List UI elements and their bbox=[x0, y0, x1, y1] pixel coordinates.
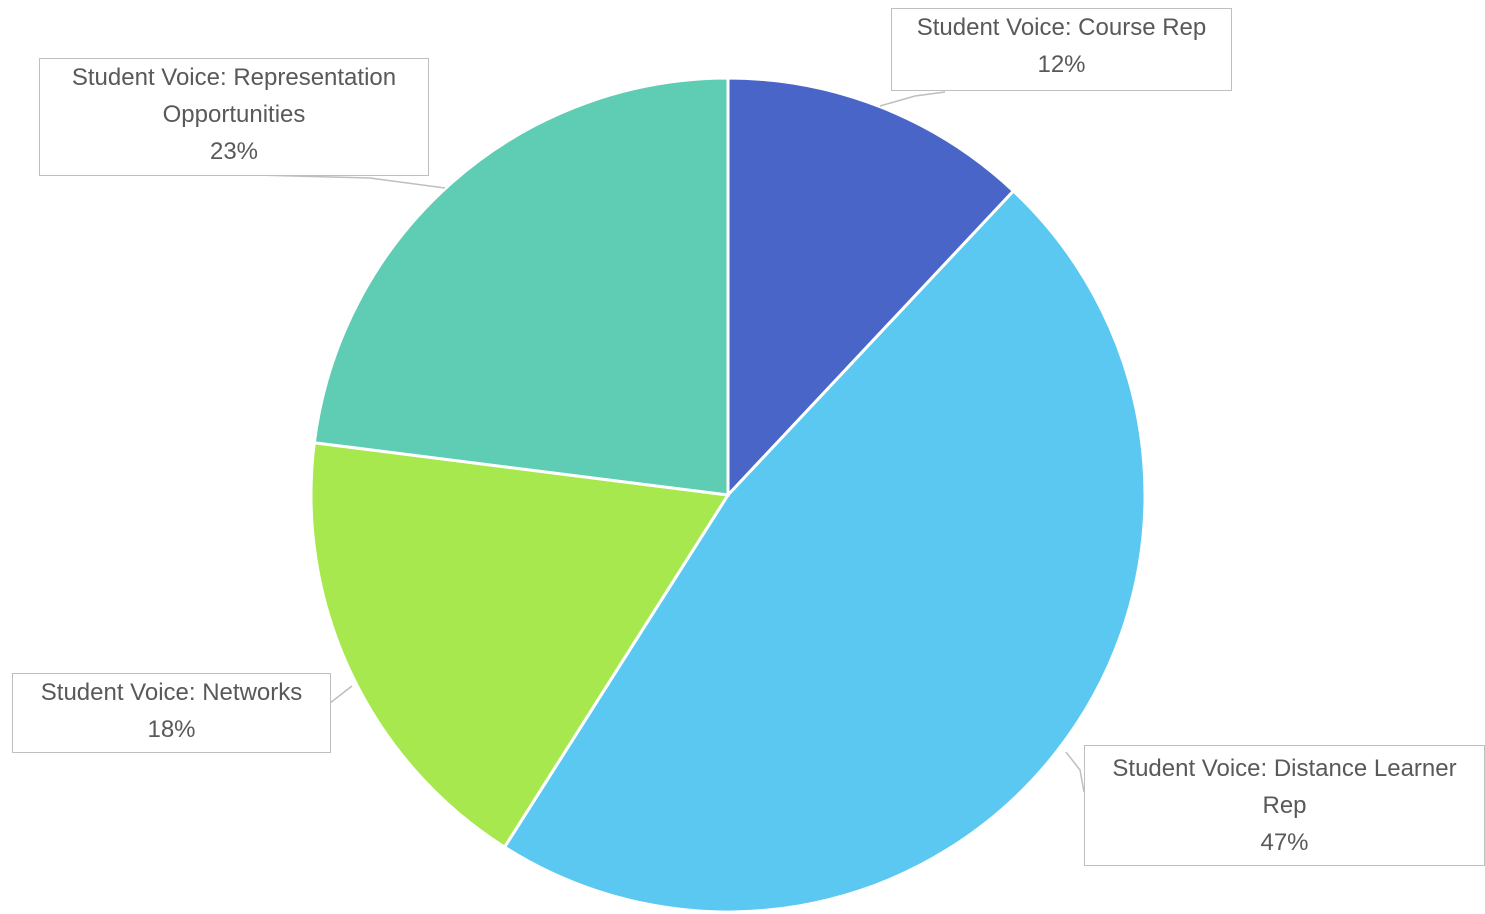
label-value: 12% bbox=[1037, 51, 1086, 78]
label-value: 23% bbox=[209, 138, 259, 165]
leader-line bbox=[879, 91, 946, 107]
data-label: Student Voice: Networks 18% bbox=[12, 673, 331, 753]
leader-line bbox=[329, 685, 353, 704]
label-category: Student Voice: Networks bbox=[40, 679, 303, 706]
label-category: Student Voice: Course Rep bbox=[916, 14, 1207, 41]
data-label: Student Voice: Distance Learner Rep 47% bbox=[1084, 745, 1485, 866]
pie-slice bbox=[309, 441, 731, 850]
data-label: Student Voice: Course Rep 12% bbox=[891, 8, 1232, 91]
leader-lines bbox=[254, 91, 1085, 793]
leader-line bbox=[1065, 751, 1085, 793]
label-category: Student Voice: Representation Opportunit… bbox=[71, 64, 397, 128]
label-value: 47% bbox=[1260, 829, 1309, 856]
pie-slice bbox=[312, 76, 730, 497]
label-category: Student Voice: Distance Learner Rep bbox=[1112, 755, 1457, 819]
label-value: 18% bbox=[147, 716, 196, 743]
leader-line bbox=[254, 174, 446, 189]
data-label: Student Voice: Representation Opportunit… bbox=[39, 58, 429, 176]
pie bbox=[309, 76, 1147, 914]
pie-slice bbox=[726, 76, 1016, 499]
pie-slice bbox=[502, 188, 1147, 914]
